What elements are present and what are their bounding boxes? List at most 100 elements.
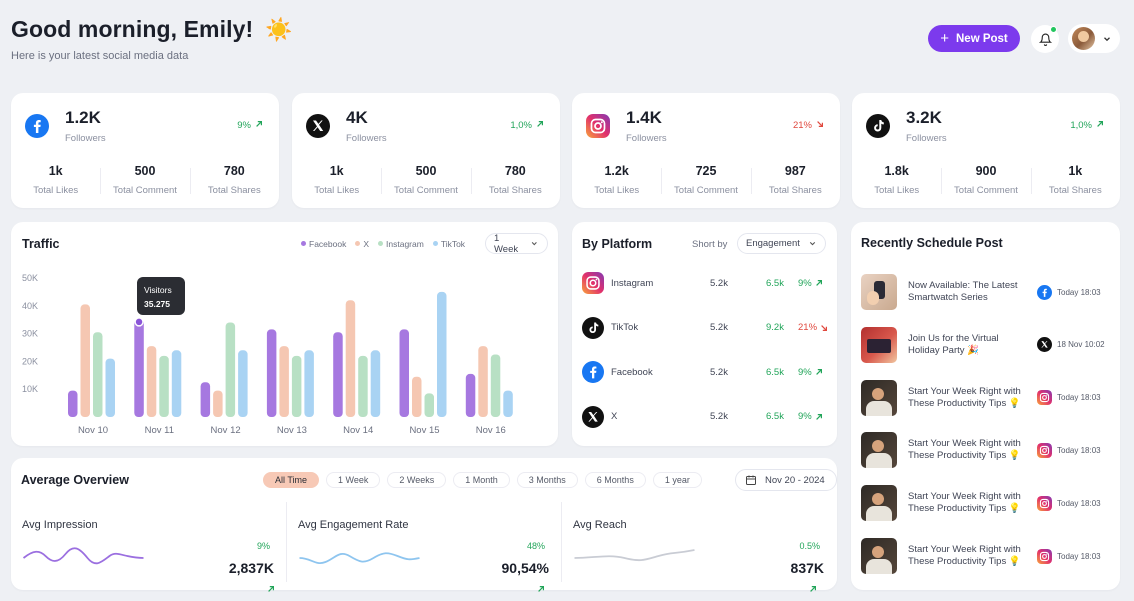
metric-change: 9% (257, 541, 274, 592)
range-tab-all-time[interactable]: All Time (263, 472, 320, 488)
stat-total-likes: 1.2k Total Likes (572, 164, 661, 196)
scheduled-post-item[interactable]: Join Us for the Virtual Holiday Party 🎉 … (861, 326, 1110, 364)
scheduled-post-item[interactable]: Start Your Week Right with These Product… (861, 431, 1110, 469)
metric-title: Avg Impression (22, 519, 98, 531)
stat-value: 1.8k (884, 164, 909, 178)
stat-value: 725 (695, 164, 717, 178)
bar-facebook-nov-13[interactable] (266, 329, 277, 417)
tiktok-icon (866, 114, 890, 138)
legend-swatch (355, 241, 361, 246)
metric-sparkline (299, 552, 420, 564)
bar-x-nov-12[interactable] (213, 390, 223, 417)
profile-menu[interactable] (1068, 24, 1120, 53)
bar-instagram-nov-16[interactable] (490, 354, 501, 417)
bar-tiktok-nov-16[interactable] (503, 390, 513, 417)
followers-change: 9% (237, 120, 263, 131)
post-title: Now Available: The Latest Smartwatch Ser… (908, 280, 1034, 304)
bar-tiktok-nov-15[interactable] (437, 291, 447, 417)
post-title-line-1: Now Available: The Latest (908, 280, 1018, 291)
legend-item-x[interactable]: X (355, 239, 369, 249)
bar-instagram-nov-15[interactable] (424, 393, 435, 417)
platform-stats: 1.8k Total Likes 900 Total Comment 1k To… (852, 164, 1120, 196)
scheduled-post-item[interactable]: Now Available: The Latest Smartwatch Ser… (861, 273, 1110, 311)
bar-x-nov-13[interactable] (279, 346, 289, 417)
date-range-value: Nov 20 - 2024 (765, 474, 825, 486)
bar-facebook-nov-12[interactable] (200, 382, 211, 417)
platform-card-header: 4K Followers (306, 108, 387, 144)
scheduled-post-item[interactable]: Start Your Week Right with These Product… (861, 484, 1110, 522)
scheduled-post-item[interactable]: Start Your Week Right with These Product… (861, 537, 1110, 575)
metric-change: 48% (527, 541, 549, 592)
bar-facebook-nov-16[interactable] (465, 373, 476, 417)
stat-label: Total Comment (954, 185, 1018, 196)
platform-row-instagram[interactable]: Instagram 5.2k 6.5k 9% (582, 267, 827, 299)
range-tab-2-weeks[interactable]: 2 Weeks (387, 472, 447, 488)
legend-item-facebook[interactable]: Facebook (301, 239, 346, 249)
range-tab-3-months[interactable]: 3 Months (516, 472, 578, 488)
stat-total-shares: 1k Total Shares (1030, 164, 1120, 196)
bar-tiktok-nov-14[interactable] (370, 350, 381, 417)
bar-instagram-nov-12[interactable] (225, 322, 236, 417)
post-thumbnail (861, 485, 897, 522)
bar-x-nov-11[interactable] (146, 346, 157, 417)
bar-tiktok-nov-13[interactable] (304, 350, 314, 417)
arrow-up-right-icon (815, 413, 823, 421)
platform-row-facebook[interactable]: Facebook 5.2k 6.5k 9% (582, 356, 827, 388)
metric-title: Avg Engagement Rate (298, 519, 409, 531)
bar-x-nov-16[interactable] (478, 346, 488, 417)
platform-name: X (611, 411, 618, 422)
bar-instagram-nov-14[interactable] (358, 355, 368, 417)
stat-total-likes: 1.8k Total Likes (852, 164, 941, 196)
traffic-title: Traffic (22, 237, 60, 251)
post-thumbnail (861, 379, 897, 416)
traffic-card: Traffic Facebook X Instagram TikTok 1 Week … (11, 222, 558, 446)
stat-label: Total Comment (394, 185, 458, 196)
change-value: 1,0% (1070, 120, 1092, 131)
scheduled-post-item[interactable]: Start Your Week Right with These Product… (861, 379, 1110, 417)
stat-value: 1k (48, 164, 63, 178)
stat-value: 780 (504, 164, 526, 178)
change-value: 9% (798, 366, 812, 378)
bar-instagram-nov-13[interactable] (291, 355, 302, 417)
legend-item-tiktok[interactable]: TikTok (432, 239, 465, 249)
bar-x-nov-14[interactable] (345, 300, 356, 417)
metric-value: 2,837K (228, 560, 274, 576)
instagram-icon (1037, 495, 1052, 511)
legend-label: Instagram (386, 239, 424, 249)
range-tab-1-week[interactable]: 1 Week (326, 472, 381, 488)
bar-facebook-nov-11[interactable] (134, 318, 144, 417)
facebook-icon (25, 114, 49, 138)
sort-select[interactable]: Engagement (737, 233, 826, 254)
platform-card-tiktok: 3.2K Followers 1,0% 1.8k Total Likes 900… (852, 93, 1120, 208)
range-tab-1-month[interactable]: 1 Month (453, 472, 510, 488)
bar-tiktok-nov-11[interactable] (171, 350, 182, 417)
stat-total-likes: 1k Total Likes (292, 164, 381, 196)
platform-row-x[interactable]: X 5.2k 6.5k 9% (582, 401, 827, 433)
tooltip-label: Visitors (144, 285, 172, 295)
platform-row-tiktok[interactable]: TikTok 5.2k 9.2k 21% (582, 312, 828, 344)
notification-button[interactable] (1031, 25, 1059, 53)
bar-x-nov-15[interactable] (412, 376, 422, 417)
traffic-period-select[interactable]: 1 Week (485, 233, 548, 255)
date-range-picker[interactable]: Nov 20 - 2024 (735, 469, 837, 491)
bar-instagram-nov-10[interactable] (93, 332, 103, 417)
followers-change: 1,0% (510, 120, 544, 131)
greeting-subtitle: Here is your latest social media data (11, 50, 189, 62)
bar-tiktok-nov-10[interactable] (105, 358, 116, 417)
post-title-line-2: Smartwatch Series (908, 292, 988, 303)
bar-facebook-nov-14[interactable] (333, 332, 343, 417)
range-tab-1-year[interactable]: 1 year (652, 472, 702, 488)
range-tab-6-months[interactable]: 6 Months (584, 472, 646, 488)
chart-legend: Facebook X Instagram TikTok (301, 239, 465, 249)
platform-value: 5.2k (710, 322, 728, 333)
platform-engagement: 6.5k (766, 277, 784, 289)
post-title-line-2: These Productivity Tips 💡 (908, 397, 1021, 409)
bar-instagram-nov-11[interactable] (159, 355, 169, 417)
new-post-button[interactable]: + New Post (928, 25, 1020, 52)
bar-facebook-nov-15[interactable] (399, 329, 410, 417)
bar-x-nov-10[interactable] (80, 304, 91, 417)
bar-facebook-nov-10[interactable] (68, 390, 78, 417)
platform-change: 9% (798, 411, 823, 422)
bar-tiktok-nov-12[interactable] (238, 350, 248, 417)
legend-item-instagram[interactable]: Instagram (378, 239, 424, 249)
